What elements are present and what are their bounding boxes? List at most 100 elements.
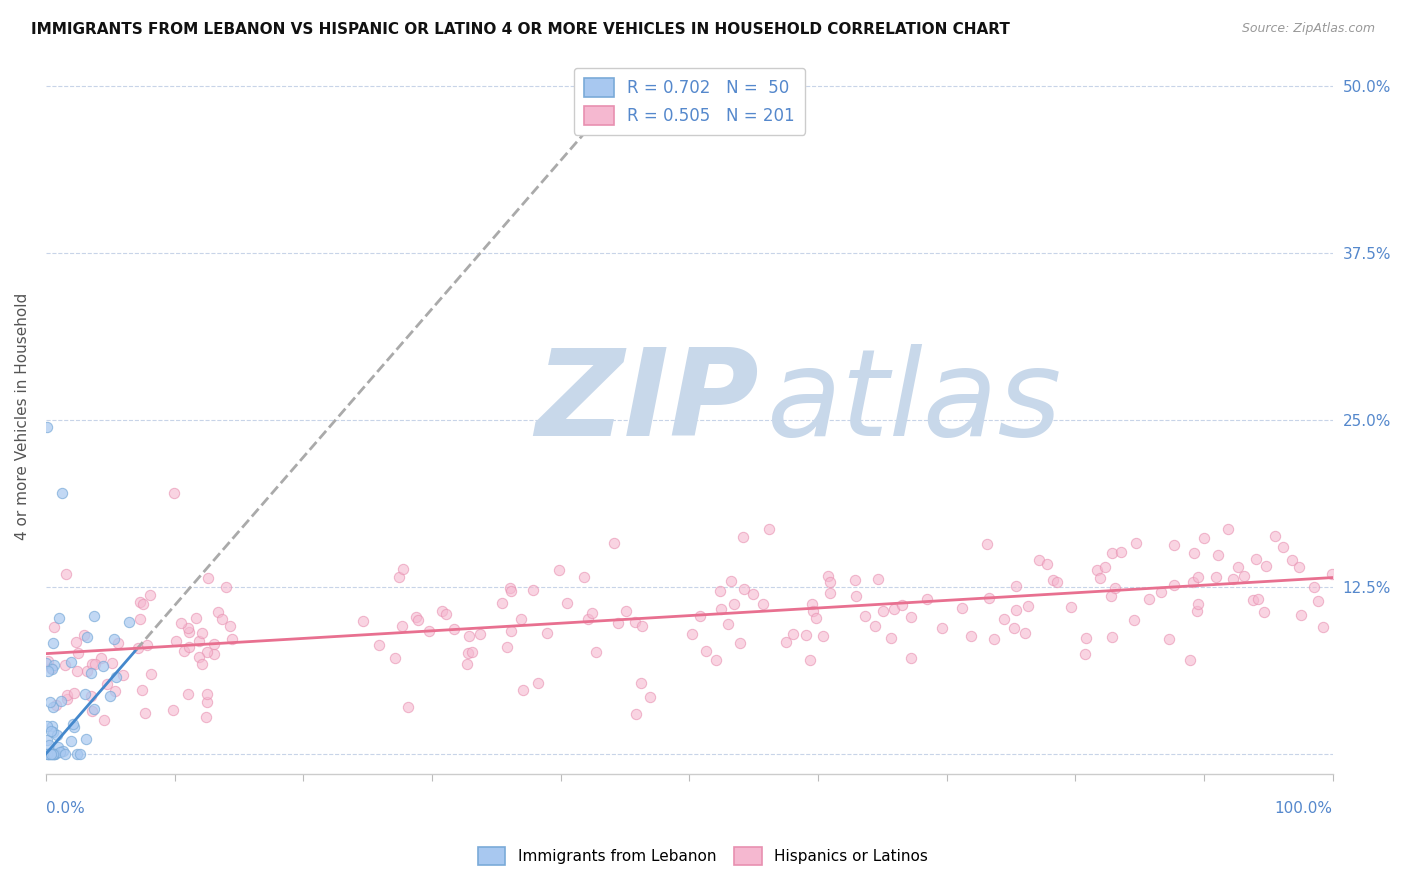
Point [960,628,983,642]
Point [1163,538,1185,552]
Y-axis label: 4 or more Vehicles in Household: 4 or more Vehicles in Household [15,293,30,541]
Text: 100.0%: 100.0% [1275,801,1333,816]
Text: ZIP: ZIP [534,344,759,461]
Point [900,610,922,624]
Point [367,638,389,652]
Point [499,581,522,595]
Point [752,597,775,611]
Point [1002,621,1025,635]
Point [188,650,211,665]
Point [48,611,70,625]
Point [1205,570,1227,584]
Point [681,627,703,641]
Point [112,668,135,682]
Point [35,656,58,670]
Point [977,591,1000,606]
Point [38,747,60,761]
Point [211,612,233,626]
Point [42,620,65,634]
Text: Source: ZipAtlas.com: Source: ZipAtlas.com [1241,22,1375,36]
Point [1085,563,1108,577]
Legend: R = 0.702   N =  50, R = 0.505   N = 201: R = 0.702 N = 50, R = 0.505 N = 201 [574,68,804,135]
Point [1233,569,1256,583]
Point [863,618,886,632]
Point [101,656,124,670]
Point [1192,532,1215,546]
Point [391,562,413,576]
Point [872,604,894,618]
Point [118,615,141,629]
Point [1178,653,1201,667]
Point [103,632,125,647]
Point [52,744,75,758]
Point [83,609,105,624]
Point [128,612,150,626]
Point [1182,575,1205,590]
Point [98,690,121,704]
Point [1109,545,1132,559]
Point [706,653,728,667]
Point [1088,571,1111,585]
Point [1246,551,1268,566]
Point [430,604,453,618]
Point [80,665,103,680]
Point [576,612,599,626]
Point [41,747,63,761]
Point [1241,592,1264,607]
Point [950,600,973,615]
Point [69,747,91,761]
Point [731,530,754,544]
Point [536,625,558,640]
Point [794,628,817,642]
Point [853,609,876,624]
Point [59,655,82,669]
Point [581,606,603,620]
Point [1099,589,1122,603]
Point [1004,579,1026,593]
Point [195,695,218,709]
Point [37,654,59,668]
Point [458,630,481,644]
Point [38,738,60,752]
Point [76,630,98,644]
Point [572,570,595,584]
Point [820,575,842,590]
Point [37,664,59,678]
Point [443,622,465,636]
Point [1256,559,1278,574]
Point [76,664,98,678]
Point [1187,570,1209,584]
Point [75,732,97,747]
Point [221,632,243,646]
Point [39,747,62,761]
Point [742,586,765,600]
Point [176,687,198,701]
Point [38,694,60,708]
Point [132,597,155,611]
Point [107,636,129,650]
Point [165,633,187,648]
Point [1060,600,1083,615]
Point [512,683,534,698]
Point [900,651,922,665]
Point [1104,581,1126,595]
Point [1206,548,1229,562]
Point [710,602,733,616]
Point [46,740,69,755]
Point [1094,559,1116,574]
Point [1149,585,1171,599]
Point [90,650,112,665]
Point [1320,566,1343,581]
Point [917,591,939,606]
Point [66,664,89,678]
Point [194,710,217,724]
Point [131,682,153,697]
Point [557,596,579,610]
Point [883,602,905,616]
Point [104,684,127,698]
Point [522,583,544,598]
Point [66,646,89,660]
Point [1036,557,1059,571]
Point [105,670,128,684]
Point [468,627,491,641]
